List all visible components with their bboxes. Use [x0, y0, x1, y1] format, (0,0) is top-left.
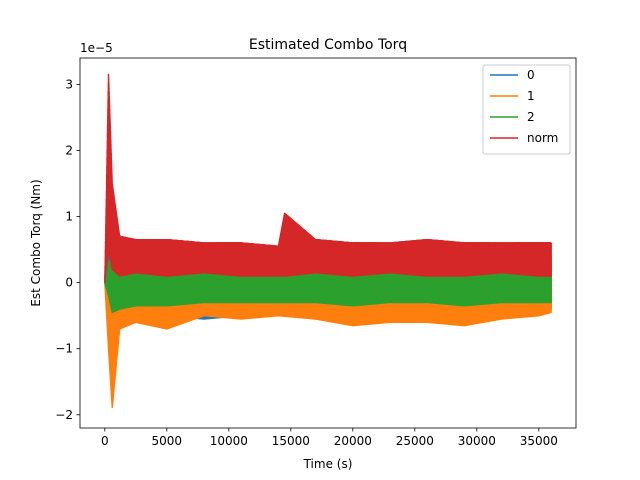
x-tick-label: 0 — [101, 434, 109, 448]
y-tick-label: 2 — [65, 144, 73, 158]
plot-frame — [79, 57, 577, 429]
y-tick-label: 1 — [65, 210, 73, 224]
x-tick-label: 15000 — [272, 434, 310, 448]
legend-label-2: 2 — [527, 110, 535, 124]
x-tick-label: 25000 — [396, 434, 434, 448]
series-layer — [104, 73, 552, 409]
legend-label-1: 1 — [527, 89, 535, 103]
x-tick-label: 20000 — [334, 434, 372, 448]
x-axis-ticks: 0 5000 10000 15000 20000 25000 30000 35000 — [101, 428, 558, 448]
y-axis-label: Est Combo Torq (Nm) — [29, 179, 43, 306]
legend-frame — [482, 64, 571, 155]
y-tick-label: −2 — [55, 408, 73, 422]
x-tick-label: 10000 — [210, 434, 248, 448]
legend-label-norm: norm — [527, 131, 558, 145]
legend: 0 1 2 norm — [482, 64, 571, 155]
x-tick-label: 5000 — [152, 434, 183, 448]
legend-items: 0 1 2 norm — [490, 68, 558, 145]
x-tick-label: 30000 — [458, 434, 496, 448]
x-axis-label: Time (s) — [303, 457, 353, 471]
y-tick-label: 0 — [65, 276, 73, 290]
legend-label-0: 0 — [527, 68, 535, 82]
y-axis-ticks: −2 −1 0 1 2 3 — [55, 77, 80, 422]
y-tick-label: −1 — [55, 342, 73, 356]
y-tick-label: 3 — [65, 77, 73, 91]
y-scale-offset-label: 1e−5 — [80, 41, 113, 55]
x-tick-label: 35000 — [520, 434, 558, 448]
chart-title: Estimated Combo Torq — [249, 37, 407, 53]
series-line-norm — [104, 73, 552, 283]
